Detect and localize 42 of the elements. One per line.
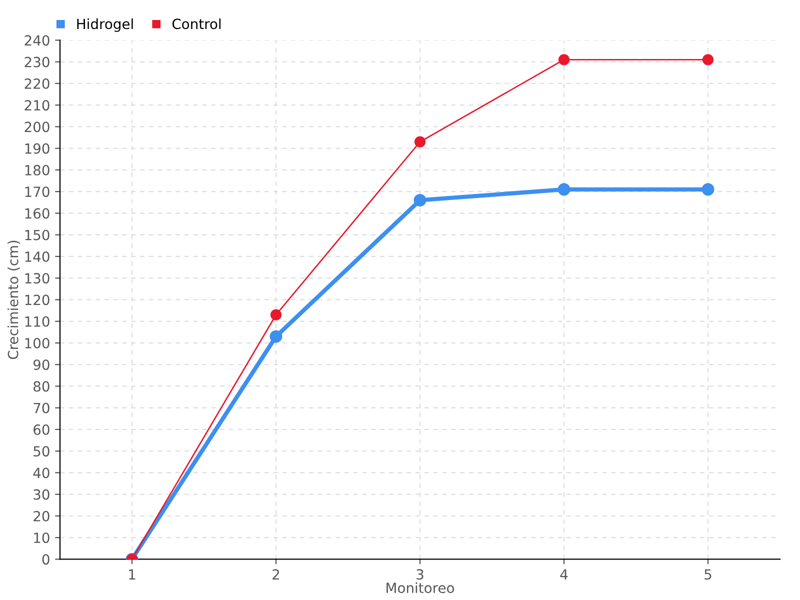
y-tick-label: 170 — [25, 186, 50, 198]
x-tick-label: 1 — [129, 569, 136, 580]
y-tick-label: 80 — [34, 381, 50, 392]
y-tick-label: 70 — [34, 402, 50, 414]
point — [270, 309, 282, 320]
y-tick-label: 0 — [42, 554, 50, 565]
point — [558, 183, 570, 196]
y-tick-label: 140 — [25, 251, 50, 262]
point — [702, 54, 714, 66]
y-tick-label: 60 — [34, 424, 50, 435]
legend-label: Control — [172, 18, 221, 30]
y-tick-label: 190 — [25, 143, 50, 154]
y-tick-label: 120 — [25, 294, 50, 306]
point — [270, 330, 282, 343]
y-tick-label: 200 — [24, 122, 50, 132]
y-tick-label: 100 — [25, 338, 50, 348]
x-tick-label: 4 — [560, 569, 568, 580]
y-tick-label: 220 — [24, 78, 50, 89]
y-tick-label: 20 — [34, 510, 50, 522]
point — [702, 183, 714, 196]
y-tick-label: 90 — [33, 360, 50, 370]
y-tick-label: 10 — [34, 532, 50, 544]
x-tick-label: 5 — [704, 569, 712, 580]
y-tick-label: 110 — [25, 316, 50, 327]
y-tick-label: 160 — [25, 208, 50, 219]
y-tick-label: 150 — [25, 230, 50, 240]
point — [414, 194, 426, 206]
y-tick-label: 50 — [34, 446, 50, 457]
y-tick-label: 210 — [24, 100, 50, 111]
y-tick-label: 230 — [24, 56, 50, 68]
point — [558, 54, 570, 66]
x-tick-label: 2 — [272, 569, 280, 580]
legend-label: Hidrogel — [77, 18, 133, 32]
y-tick-label: 130 — [25, 273, 50, 284]
x-axis-title: Monitoreo — [386, 582, 454, 594]
point — [414, 136, 426, 148]
y-axis-title: Crecimiento (cm) — [8, 240, 20, 360]
y-tick-label: 180 — [25, 164, 50, 176]
y-tick-label: 240 — [24, 35, 50, 46]
y-tick-label: 40 — [33, 468, 50, 478]
y-tick-label: 30 — [34, 489, 50, 500]
x-tick-label: 3 — [416, 569, 424, 580]
